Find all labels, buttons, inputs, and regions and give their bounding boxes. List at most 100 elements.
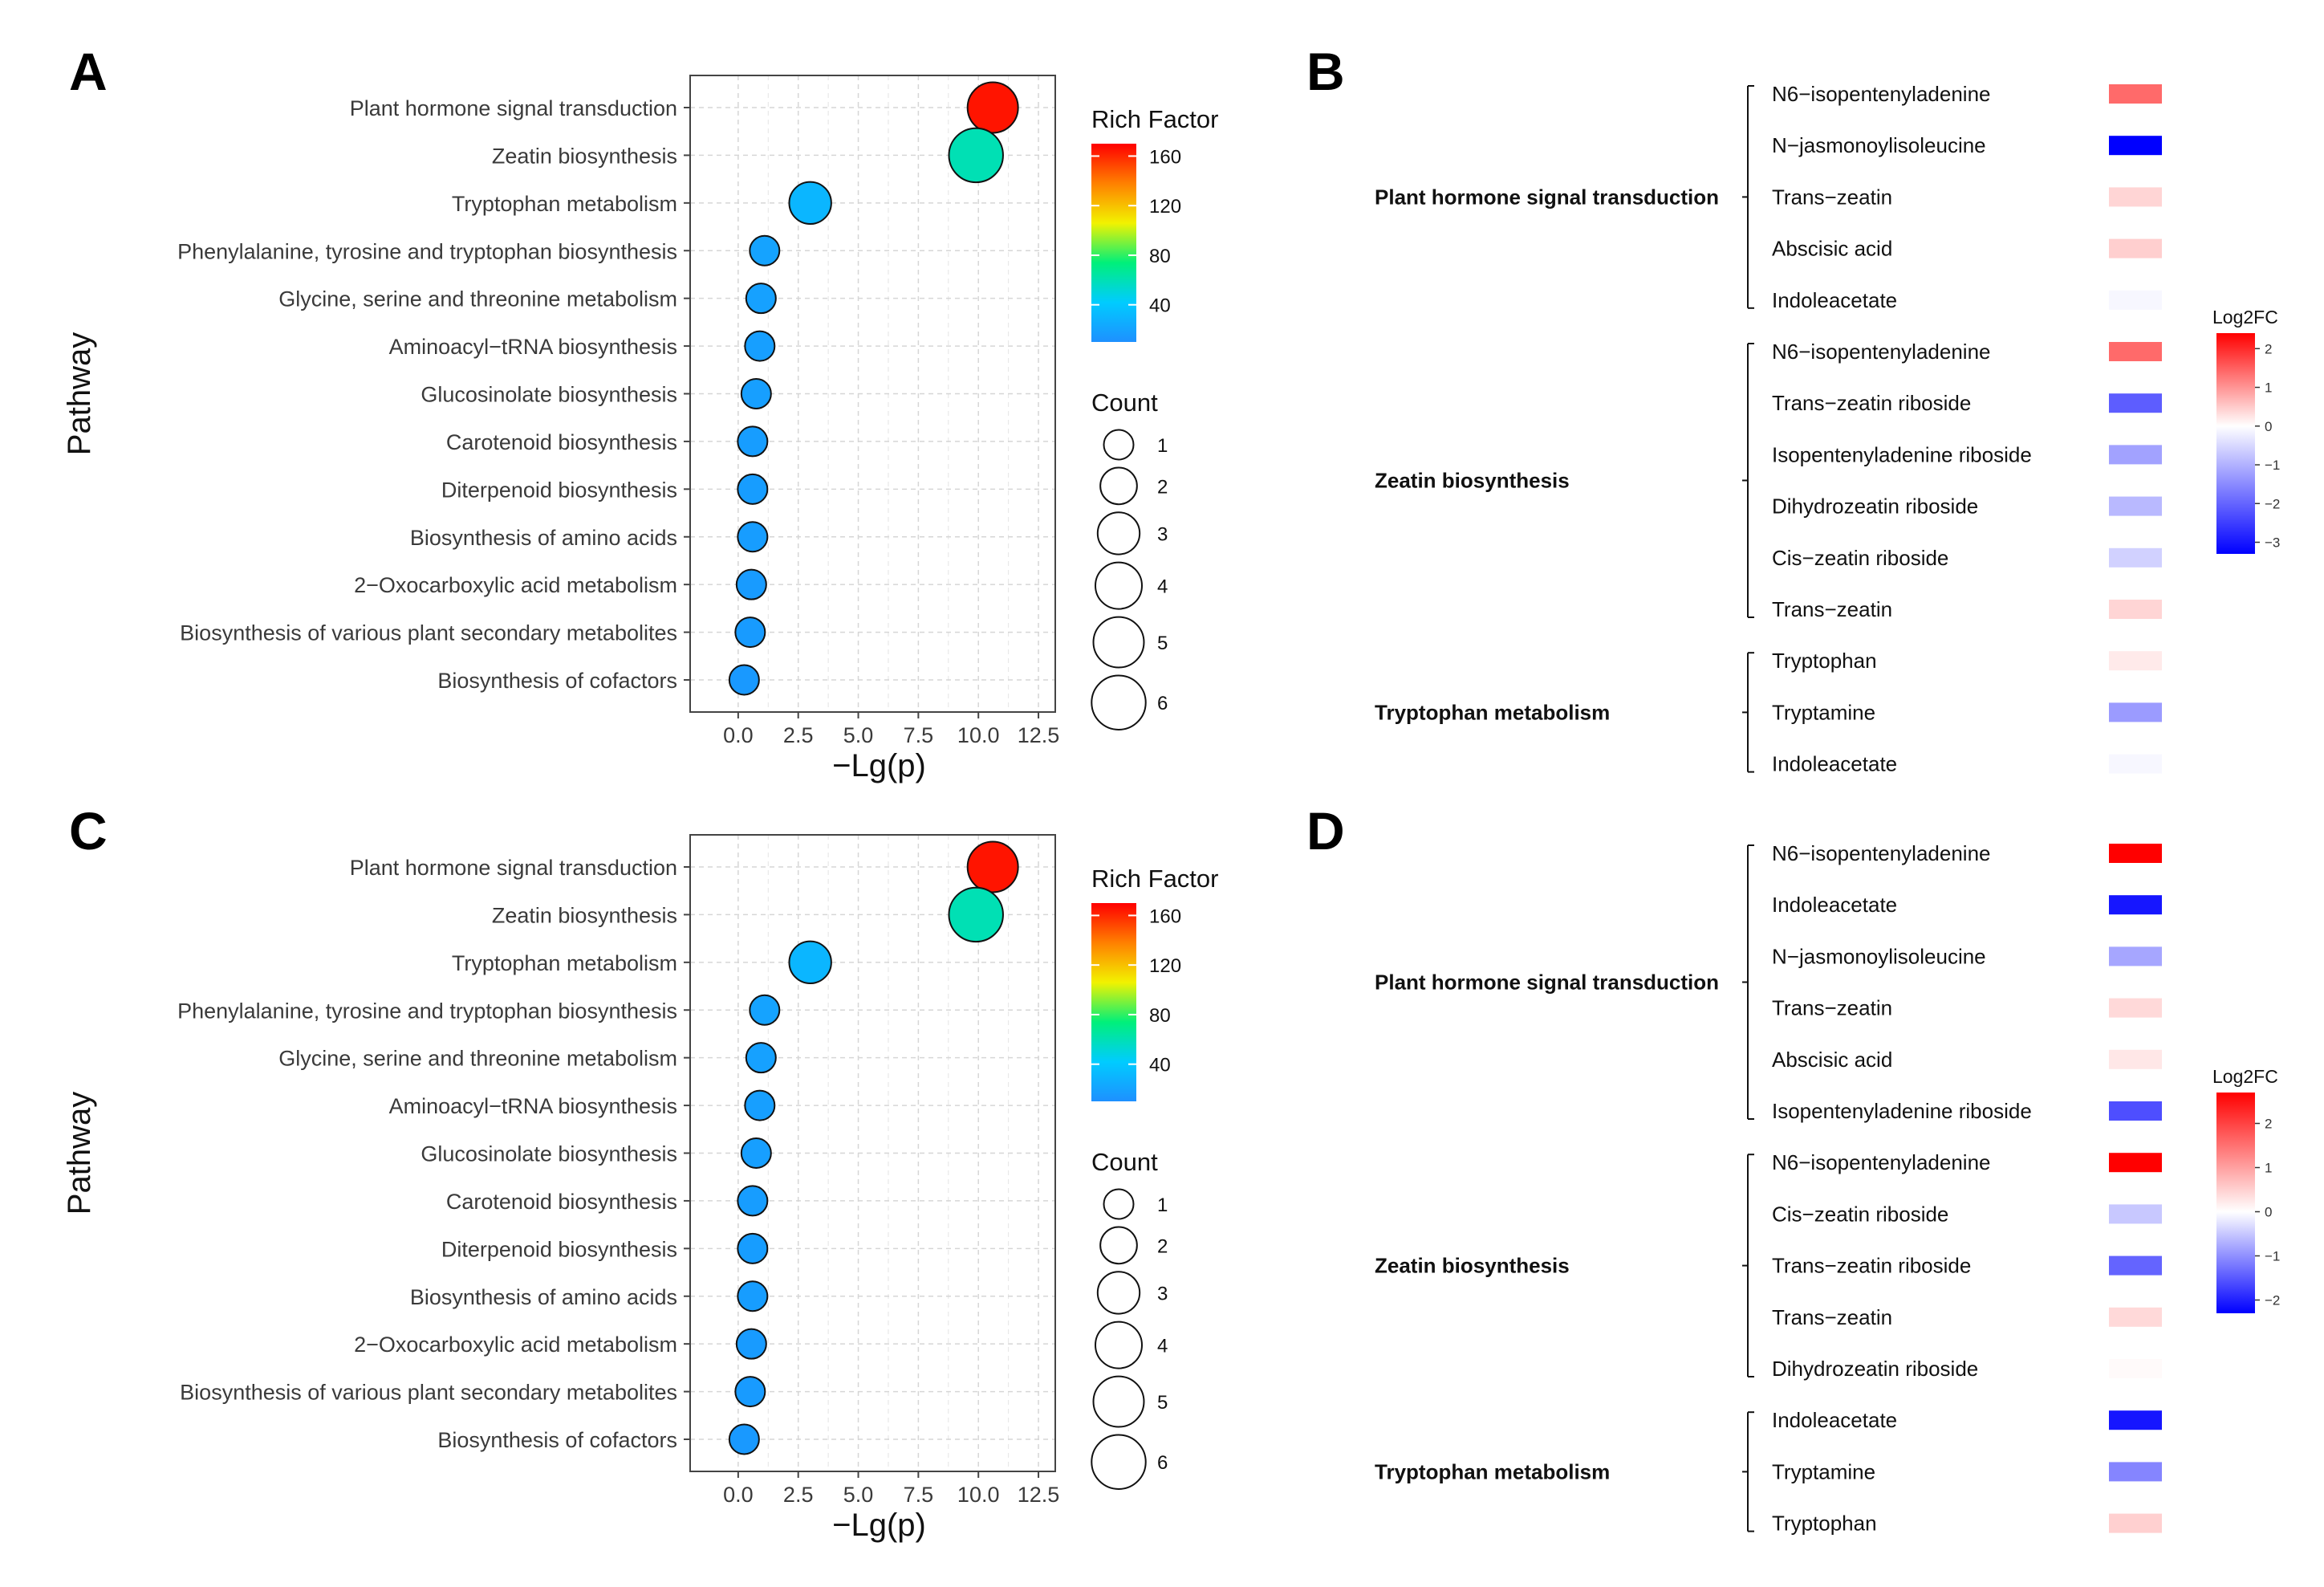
y-tick-label: Biosynthesis of amino acids — [410, 526, 677, 550]
count-legend-circle — [1095, 561, 1143, 610]
heat-cell — [2109, 342, 2162, 361]
metabolite-label: Abscisic acid — [1772, 1048, 1892, 1072]
metabolite-label: Indoleacetate — [1772, 893, 1897, 917]
y-tick-label: Carotenoid biosynthesis — [446, 1190, 677, 1214]
y-tick-label: Biosynthesis of various plant secondary … — [180, 1381, 677, 1405]
heat-cell — [2109, 1153, 2162, 1173]
heat-cell — [2109, 946, 2162, 966]
colorbar-tick-label: 160 — [1149, 146, 1181, 168]
bubble-point — [728, 1423, 760, 1455]
bubble-point — [948, 886, 1004, 943]
metabolite-label: Cis−zeatin riboside — [1772, 546, 1948, 570]
count-legend-circle — [1096, 1271, 1141, 1315]
colorbar-tick-label: −2 — [2265, 496, 2280, 511]
metabolite-label: Isopentenyladenine riboside — [1772, 1099, 2032, 1123]
bubble-point — [737, 521, 769, 553]
metabolite-label: N6−isopentenyladenine — [1772, 1150, 1991, 1174]
metabolite-label: Trans−zeatin riboside — [1772, 391, 1971, 415]
heat-cell — [2109, 702, 2162, 722]
x-tick-label: 10.0 — [957, 1483, 1000, 1507]
bubble-point — [737, 425, 769, 458]
group-pathway-label: Tryptophan metabolism — [1375, 700, 1610, 724]
rich-factor-colorbar — [1091, 903, 1136, 1101]
y-tick-label: Glucosinolate biosynthesis — [421, 383, 677, 407]
colorbar-tick-label: 0 — [2265, 1205, 2272, 1220]
heat-cell — [2109, 1410, 2162, 1430]
y-tick-label: Biosynthesis of cofactors — [437, 1428, 677, 1452]
colorbar-tick-label: 40 — [1149, 1055, 1171, 1076]
heat-cell — [2109, 600, 2162, 619]
colorbar-tick-label: 80 — [1149, 1005, 1171, 1027]
y-tick-label: Diterpenoid biosynthesis — [441, 478, 677, 502]
y-tick-label: Glycine, serine and threonine metabolism — [278, 287, 677, 311]
y-tick-label: 2−Oxocarboxylic acid metabolism — [354, 573, 677, 597]
bubble-point — [728, 664, 760, 696]
x-tick-label: 7.5 — [904, 723, 934, 747]
bubble-point — [737, 473, 769, 505]
heat-cell — [2109, 290, 2162, 310]
group-pathway-label: Plant hormone signal transduction — [1375, 185, 1719, 209]
log2fc-colorbar — [2216, 333, 2255, 554]
bubble-point — [740, 378, 772, 409]
y-tick-label: Plant hormone signal transduction — [350, 96, 677, 120]
metabolite-label: Indoleacetate — [1772, 288, 1897, 312]
group-pathway-label: Zeatin biosynthesis — [1375, 1254, 1570, 1278]
heat-cell — [2109, 547, 2162, 568]
group-pathway-label: Plant hormone signal transduction — [1375, 971, 1719, 995]
count-legend-label: 4 — [1157, 1336, 1168, 1357]
heat-cell — [2109, 496, 2162, 516]
count-legend-circle — [1099, 1226, 1138, 1265]
metabolite-label: N−jasmonoylisoleucine — [1772, 133, 1986, 157]
heat-cell — [2109, 844, 2162, 863]
bubble-chart-a: Plant hormone signal transduction Zeatin … — [62, 75, 1218, 783]
y-tick-label: Biosynthesis of amino acids — [410, 1285, 677, 1309]
y-tick-label: Plant hormone signal transduction — [350, 856, 677, 880]
count-legend-label: 3 — [1157, 1283, 1168, 1304]
panel-label-b: B — [1306, 42, 1345, 101]
log2fc-legend-title: Log2FC — [2212, 307, 2278, 328]
metabolite-label: N6−isopentenyladenine — [1772, 340, 1991, 364]
colorbar-tick-label: −2 — [2265, 1293, 2280, 1308]
x-tick-label: 0.0 — [723, 1483, 754, 1507]
y-tick-label: Aminoacyl−tRNA biosynthesis — [389, 335, 677, 359]
metabolite-label: Tryptophan — [1772, 1512, 1877, 1536]
metabolite-label: N6−isopentenyladenine — [1772, 82, 1991, 106]
bubble-point — [966, 81, 1019, 134]
metabolite-label: Indoleacetate — [1772, 752, 1897, 776]
bubble-point — [966, 840, 1019, 893]
count-legend-circle — [1103, 1188, 1135, 1220]
count-legend-circle — [1103, 429, 1135, 461]
heatmap-d: Plant hormone signal transduction N6−isop… — [1375, 841, 2280, 1536]
y-tick-label: Tryptophan metabolism — [452, 951, 677, 975]
metabolite-label: Trans−zeatin — [1772, 597, 1892, 621]
panel-label-c: C — [69, 801, 108, 861]
metabolite-label: Trans−zeatin — [1772, 996, 1892, 1020]
heat-cell — [2109, 84, 2162, 104]
colorbar-tick-label: −1 — [2265, 458, 2280, 473]
heat-cell — [2109, 393, 2162, 413]
x-tick-label: 10.0 — [957, 723, 1000, 747]
metabolite-label: Trans−zeatin riboside — [1772, 1254, 1971, 1278]
heat-cell — [2109, 1255, 2162, 1276]
group-pathway-label: Tryptophan metabolism — [1375, 1459, 1610, 1483]
x-tick-label: 5.0 — [843, 723, 874, 747]
y-tick-label: Glucosinolate biosynthesis — [421, 1142, 677, 1166]
colorbar-tick-label: 1 — [2265, 380, 2272, 396]
count-legend-label: 6 — [1157, 1452, 1168, 1474]
x-tick-label: 2.5 — [783, 723, 814, 747]
heat-cell — [2109, 1462, 2162, 1482]
heat-cell — [2109, 1359, 2162, 1378]
count-legend-label: 5 — [1157, 633, 1168, 654]
metabolite-label: Tryptamine — [1772, 700, 1875, 724]
x-tick-label: 5.0 — [843, 1483, 874, 1507]
metabolite-label: N−jasmonoylisoleucine — [1772, 944, 1986, 968]
bubble-point — [744, 330, 776, 362]
heat-cell — [2109, 998, 2162, 1018]
count-legend-title: Count — [1091, 389, 1158, 417]
colorbar-tick-label: −3 — [2265, 535, 2280, 551]
count-legend-label: 3 — [1157, 523, 1168, 545]
metabolite-label: Dihydrozeatin riboside — [1772, 494, 1978, 519]
count-legend-circle — [1095, 1320, 1143, 1369]
y-tick-label: Phenylalanine, tyrosine and tryptophan b… — [177, 239, 677, 263]
